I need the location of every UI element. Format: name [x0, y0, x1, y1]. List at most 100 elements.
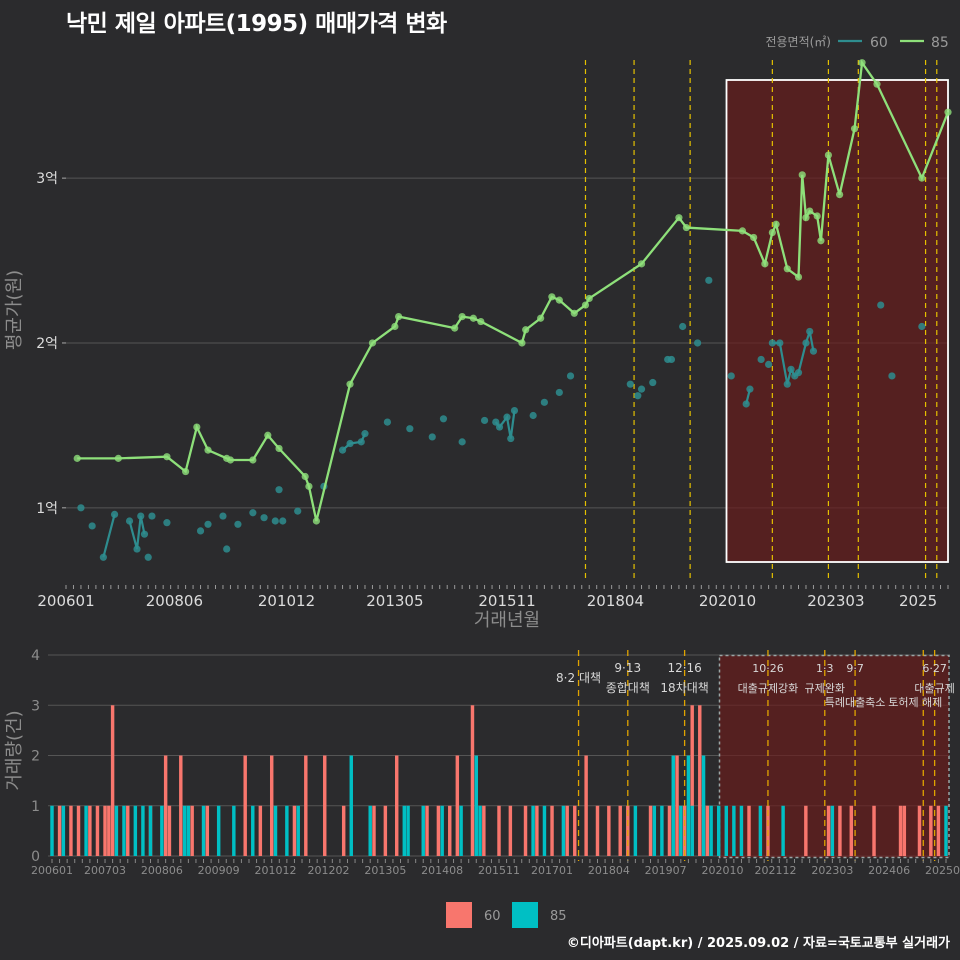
bar-60 — [205, 805, 210, 856]
series-60-point — [705, 276, 713, 284]
bar-60 — [190, 805, 194, 856]
policy-label: 9·13 — [614, 661, 641, 675]
bar-60 — [523, 805, 528, 856]
policy-label: 종합대책 — [606, 680, 650, 695]
series-60-line — [102, 514, 116, 558]
bar-85 — [133, 805, 138, 856]
series-60-point — [99, 553, 107, 561]
bar-60 — [455, 755, 460, 856]
policy-label: 12·16 — [667, 661, 701, 675]
bar-y-axis-title: 거래량(건) — [4, 710, 25, 790]
bar-x-tick-label: 201202 — [308, 864, 350, 877]
bar-85 — [531, 805, 535, 856]
series-60-point — [507, 434, 515, 443]
policy-label: 대출규제강화 — [738, 682, 799, 695]
series-85-point — [761, 260, 769, 268]
series-60-point — [383, 418, 392, 426]
legend-title: 전용면적(㎡) — [765, 35, 831, 49]
bar-85 — [709, 805, 713, 856]
series-60-point — [783, 380, 791, 388]
series-60-point — [77, 504, 85, 512]
series-60-point — [361, 430, 369, 438]
x-tick-label: 202303 — [807, 592, 864, 610]
series-60-point — [279, 517, 287, 525]
series-85-point — [802, 214, 810, 222]
legend-60-label: 60 — [870, 35, 888, 51]
bar-60 — [565, 805, 569, 856]
series-60-line — [128, 515, 146, 550]
bar-x-tick-label: 201012 — [255, 864, 297, 877]
series-85-point — [305, 482, 313, 490]
series-85-point — [858, 59, 866, 67]
bar-60 — [584, 755, 588, 856]
bar-85 — [285, 805, 289, 856]
series-85-point — [312, 517, 320, 525]
bar-60 — [607, 805, 611, 856]
bar-60 — [747, 805, 751, 856]
series-85-point — [469, 314, 477, 322]
y-tick-label: 3억 — [36, 171, 58, 187]
policy-label: 토허제 해제 — [888, 695, 942, 709]
series-60-point — [742, 400, 750, 408]
bar-60 — [535, 805, 539, 856]
series-60-point — [727, 372, 735, 380]
series-85-point — [477, 317, 485, 326]
bar-60 — [88, 805, 92, 856]
bar-85 — [724, 805, 729, 856]
bar-60 — [690, 705, 694, 856]
policy-label: 6·27 — [922, 662, 947, 675]
bar-60 — [497, 805, 501, 856]
series-85-point — [522, 326, 530, 334]
bar-60 — [573, 805, 577, 856]
series-60-point — [746, 385, 754, 393]
bar-60 — [470, 705, 475, 856]
series-60-point — [757, 355, 765, 364]
bar-60 — [849, 805, 854, 856]
policy-label: 규제완화 — [805, 682, 845, 695]
bar-highlight-region — [718, 654, 950, 859]
bar-60 — [804, 805, 808, 856]
bar-60 — [872, 805, 876, 856]
y-tick-label: 2억 — [36, 336, 58, 352]
series-85-point — [275, 444, 283, 453]
series-60-point — [294, 507, 302, 515]
series-85-point — [73, 454, 81, 462]
legend-bar-85-label: 85 — [550, 909, 567, 924]
bar-85 — [944, 805, 948, 856]
bar-85 — [216, 805, 221, 856]
series-85-point — [264, 431, 272, 439]
bar-85 — [186, 805, 191, 856]
bar-60 — [395, 755, 399, 856]
series-60-point — [140, 530, 149, 538]
series-60-point — [275, 486, 283, 494]
bar-85 — [781, 805, 785, 856]
series-85-point — [181, 467, 190, 476]
series-85-point — [850, 125, 859, 133]
series-60-point — [148, 512, 156, 520]
bar-85 — [633, 805, 638, 856]
series-85-point — [249, 456, 257, 464]
series-60-point — [428, 433, 436, 441]
bar-60 — [258, 805, 263, 856]
series-60-point — [223, 545, 231, 553]
legend-85-label: 85 — [931, 35, 949, 51]
bar-60 — [482, 805, 486, 856]
bar-x-tick-label: 200601 — [31, 864, 73, 877]
bar-85 — [296, 805, 300, 856]
bar-85 — [660, 805, 664, 856]
legend-bar-60-label: 60 — [484, 909, 501, 924]
bar-60 — [57, 805, 62, 856]
series-85-point — [570, 309, 578, 317]
bar-60 — [126, 805, 130, 856]
series-60-point — [877, 301, 885, 309]
series-85-point — [458, 312, 466, 321]
bar-60 — [448, 805, 452, 856]
policy-label: 1·3 — [816, 662, 834, 675]
series-85-point — [548, 293, 556, 301]
series-85-point — [824, 151, 833, 159]
series-60-point — [88, 522, 96, 530]
series-85-point — [813, 212, 821, 220]
series-85-point — [585, 294, 593, 303]
series-85-point — [163, 453, 171, 461]
bar-85 — [679, 805, 683, 856]
